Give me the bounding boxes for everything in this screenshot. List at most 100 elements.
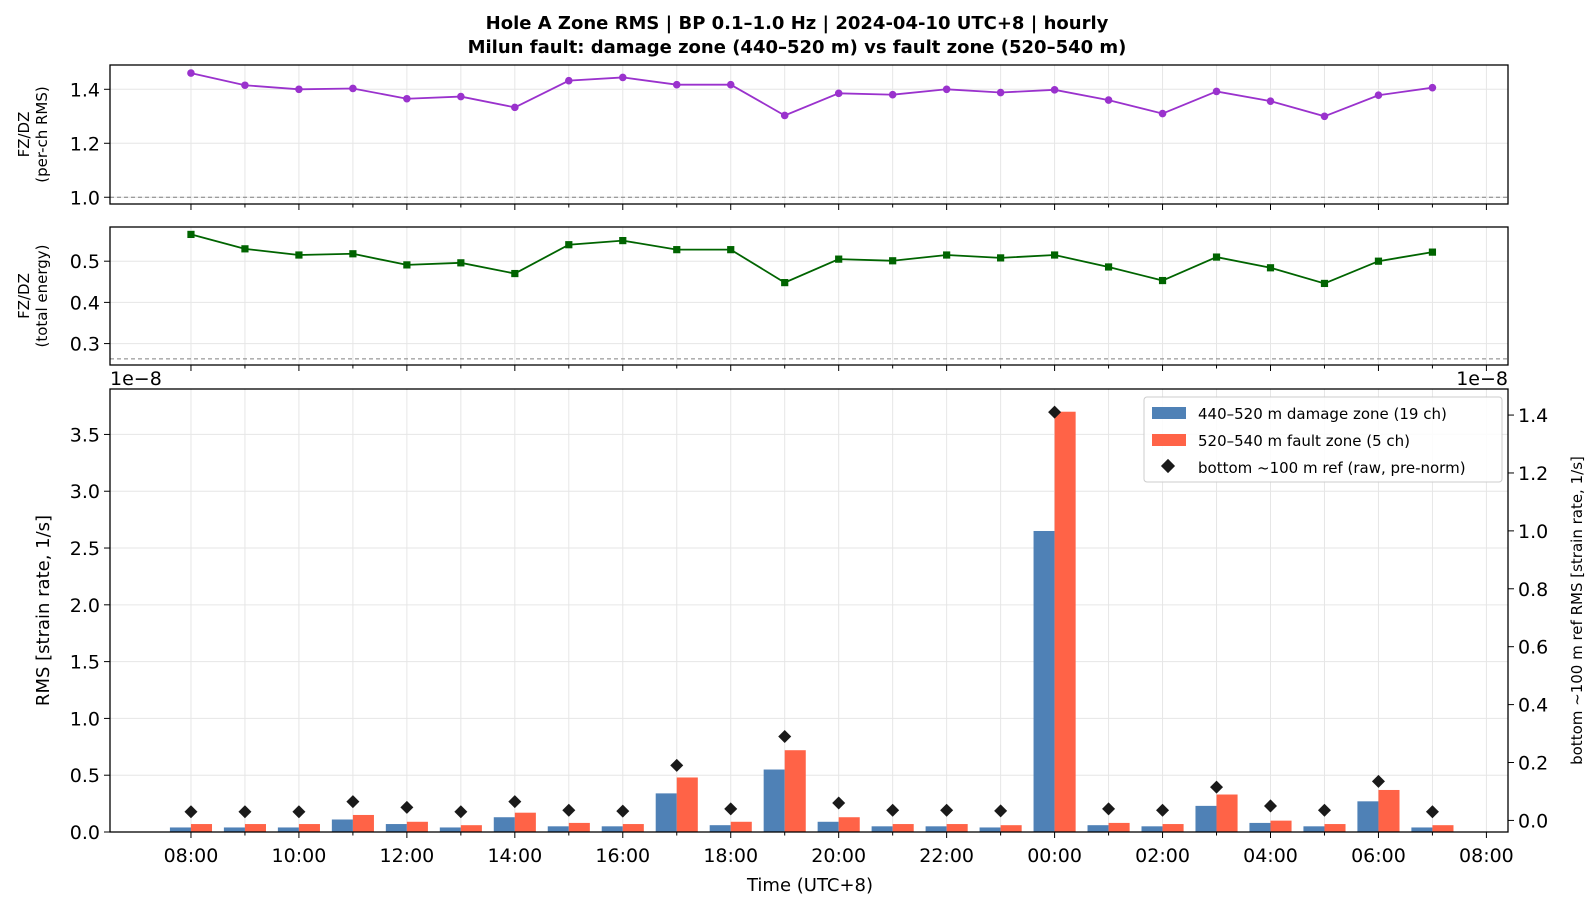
- bar-fault-zone: [1108, 822, 1130, 832]
- x-tick-label: 08:00: [164, 845, 219, 867]
- bar-damage-zone: [655, 793, 677, 832]
- bar-fault-zone: [1378, 789, 1400, 832]
- x-tick-label: 20:00: [811, 845, 866, 867]
- data-point: [1104, 263, 1113, 271]
- bar-fault-zone: [1000, 825, 1022, 832]
- y-axis-label: (per-ch RMS): [33, 86, 51, 182]
- y-right-tick-label: 1.0: [1518, 521, 1548, 543]
- bar-damage-zone: [331, 819, 353, 832]
- chart-title-line2: Milun fault: damage zone (440–520 m) vs …: [468, 37, 1127, 58]
- x-tick-label: 16:00: [595, 845, 650, 867]
- x-tick-label: 02:00: [1135, 845, 1190, 867]
- left-offset-label: 1e−8: [110, 368, 162, 390]
- data-point: [403, 261, 411, 269]
- chart-title-line1: Hole A Zone RMS | BP 0.1–1.0 Hz | 2024-0…: [486, 13, 1109, 34]
- y-right-tick-label: 1.4: [1518, 405, 1548, 427]
- bar-fault-zone: [730, 821, 752, 832]
- reference-marker: [400, 800, 414, 814]
- data-point: [727, 246, 735, 254]
- bar-fault-zone: [892, 824, 914, 832]
- y-axis-label: FZ/DZ: [15, 273, 33, 319]
- legend-swatch-damage-zone: [1152, 407, 1186, 419]
- reference-marker: [562, 803, 576, 817]
- y-axis-label: FZ/DZ: [15, 112, 33, 158]
- bar-fault-zone: [946, 824, 968, 832]
- reference-marker: [346, 795, 360, 809]
- reference-marker: [1425, 805, 1439, 819]
- data-point: [1428, 83, 1437, 92]
- y-tick-label: 0.0: [70, 822, 100, 844]
- data-point: [1266, 97, 1275, 105]
- bar-fault-zone: [406, 821, 428, 832]
- data-point: [1158, 109, 1167, 118]
- x-axis-label: Time (UTC+8): [746, 875, 873, 896]
- y-tick-label: 1.0: [70, 708, 100, 730]
- reference-marker: [1048, 405, 1062, 419]
- data-point: [349, 84, 357, 93]
- reference-marker: [616, 804, 630, 818]
- y-tick-label: 3.0: [70, 481, 100, 503]
- data-point: [1158, 276, 1167, 285]
- data-point: [1320, 112, 1329, 121]
- bar-damage-zone: [385, 824, 407, 832]
- y-right-axis-label: bottom ~100 m ref RMS [strain rate, 1/s]: [1568, 456, 1586, 765]
- y-tick-label: 1.5: [70, 652, 100, 674]
- bar-damage-zone: [547, 826, 569, 832]
- data-point: [619, 236, 627, 245]
- bar-fault-zone: [622, 824, 644, 832]
- bar-fault-zone: [460, 825, 482, 832]
- data-point: [943, 251, 951, 259]
- bar-fault-zone: [1054, 411, 1076, 832]
- y-right-tick-label: 0.2: [1518, 753, 1548, 775]
- data-point: [457, 259, 465, 267]
- reference-marker: [886, 803, 900, 817]
- plot-area: [110, 65, 1508, 204]
- y-right-tick-label: 1.2: [1518, 463, 1548, 485]
- rms-ratio-panel: 1.0 1.2 1.4 FZ/DZ (per-ch RMS): [15, 64, 1509, 210]
- x-tick-label: 08:00: [1459, 845, 1514, 867]
- data-point: [565, 76, 573, 85]
- data-point: [1104, 96, 1113, 104]
- y-tick-label: 1.0: [70, 187, 100, 209]
- y-tick-label: 3.5: [70, 424, 100, 446]
- x-tick-label: 14:00: [487, 845, 542, 867]
- y-tick-label: 1.2: [70, 133, 100, 155]
- reference-marker: [724, 802, 738, 816]
- x-tick-label: 06:00: [1351, 845, 1406, 867]
- data-point: [1212, 253, 1221, 261]
- data-point: [295, 85, 303, 94]
- bar-damage-zone: [439, 827, 461, 832]
- data-point: [942, 85, 951, 94]
- bar-fault-zone: [784, 750, 806, 832]
- bar-fault-zone: [568, 822, 590, 832]
- plot-frame: [109, 64, 1509, 205]
- bar-fault-zone: [676, 777, 698, 832]
- bar-damage-zone: [871, 826, 893, 832]
- y-right-tick-label: 0.6: [1518, 637, 1548, 659]
- bar-damage-zone: [979, 827, 1001, 832]
- bar-damage-zone: [223, 827, 245, 832]
- bar-fault-zone: [838, 817, 860, 832]
- plot-area: [110, 227, 1508, 365]
- data-point: [673, 246, 681, 254]
- data-point: [349, 250, 357, 258]
- bar-fault-zone: [1162, 824, 1184, 832]
- y-tick-label: 1.4: [70, 79, 100, 101]
- data-point: [1050, 86, 1059, 94]
- reference-marker: [832, 796, 846, 810]
- data-point: [834, 89, 843, 98]
- x-tick-label: 18:00: [703, 845, 758, 867]
- y-tick-label: 2.5: [70, 538, 100, 560]
- data-point: [672, 80, 681, 89]
- bar-fault-zone: [244, 824, 266, 832]
- series-line: [190, 233, 1433, 285]
- data-point: [781, 279, 789, 287]
- data-point: [241, 245, 249, 253]
- data-point: [511, 103, 519, 112]
- bar-fault-zone: [298, 824, 320, 832]
- legend-label-damage-zone: 440–520 m damage zone (19 ch): [1198, 405, 1447, 423]
- y-tick-label: 0.5: [70, 251, 100, 273]
- reference-marker: [1102, 802, 1116, 816]
- reference-marker: [238, 805, 252, 819]
